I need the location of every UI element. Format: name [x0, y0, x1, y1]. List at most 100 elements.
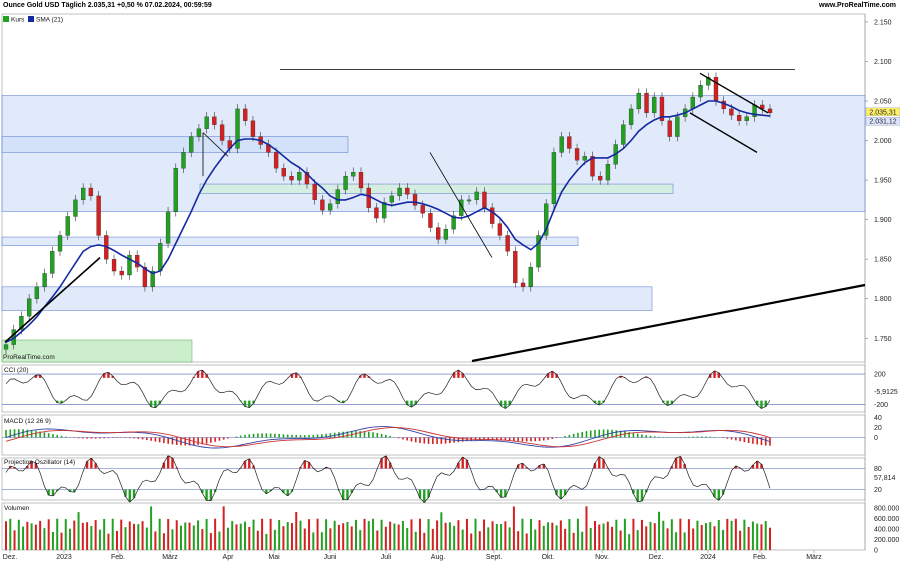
panel-frame-2: [1, 414, 866, 456]
osc-tick-label: 200: [874, 372, 886, 379]
candle-body: [374, 207, 379, 219]
candle-body: [713, 77, 719, 102]
candle-body: [273, 152, 279, 169]
candle-body: [451, 215, 456, 230]
candle-body: [19, 315, 24, 330]
x-axis-label: Feb.: [753, 554, 767, 561]
candle-body: [636, 92, 641, 110]
candle-body: [165, 211, 171, 244]
candle-body: [428, 213, 433, 228]
candle-body: [551, 152, 557, 204]
candle-body: [304, 172, 310, 185]
legend-volume: Volumen: [4, 505, 30, 512]
candle-body: [729, 108, 734, 116]
zone-main: [1, 95, 866, 212]
candle-body: [675, 116, 680, 137]
x-axis-label: Juli: [381, 554, 392, 561]
long-trend-line: [471, 283, 866, 363]
zone-upper-left: [1, 136, 349, 153]
candle-body: [736, 115, 742, 121]
price-tick-label: 2.100: [874, 59, 892, 66]
candle-body: [312, 183, 317, 201]
candle-body: [150, 270, 155, 288]
volume-tick-label: 400.000: [874, 527, 899, 534]
macd-tick-label: 0: [874, 435, 878, 442]
x-axis-label: Apr: [223, 554, 235, 561]
candle-body: [659, 96, 665, 121]
watermark: ProRealTime.com: [3, 354, 55, 361]
price-tick-label: 2.150: [874, 19, 892, 26]
osc-tick-label: 80: [874, 466, 882, 473]
candle-body: [443, 228, 449, 240]
x-axis-label: März: [806, 554, 822, 561]
candle-body: [27, 298, 32, 317]
price-tick-label: 1.750: [874, 336, 892, 343]
candle-body: [389, 195, 395, 203]
candle-body: [181, 152, 186, 169]
candle-body: [397, 187, 402, 197]
candle-body: [436, 227, 441, 240]
candle-body: [574, 148, 580, 161]
candle-body: [706, 77, 711, 86]
candle-body: [628, 108, 634, 125]
candle-body: [189, 136, 194, 153]
sma-value-box: [865, 116, 900, 126]
candle-body: [605, 164, 611, 181]
candle-body: [744, 116, 749, 121]
candle-body: [366, 187, 371, 208]
candle-body: [482, 191, 487, 208]
chart-header: Ounce Gold USD Täglich 2.035,31 +0,50 % …: [0, 0, 900, 12]
candle-body: [567, 136, 572, 149]
projection-last-value: 57,814: [874, 475, 896, 482]
price-tick-label: 1.900: [874, 217, 892, 224]
candle-body: [474, 191, 479, 201]
legend-sma: SMA (21): [36, 17, 63, 24]
panel-frame-1: [1, 364, 866, 413]
candle-body: [412, 194, 418, 206]
sma-value-label: 2.031,12: [869, 119, 896, 126]
candle-body: [73, 199, 78, 217]
panel-frame-3: [1, 457, 866, 501]
legend-kurs: Kurs: [11, 17, 25, 24]
candle-body: [50, 251, 55, 274]
candle-body: [343, 175, 348, 190]
candle-body: [405, 187, 410, 195]
legend-sma-swatch: [28, 16, 34, 22]
candle-body: [544, 203, 549, 236]
x-axis-label: 2024: [700, 554, 716, 561]
price-tick-label: 1.800: [874, 296, 892, 303]
channel-top-line: [699, 72, 769, 114]
candle-body: [466, 199, 472, 202]
candle-body: [327, 203, 333, 211]
osc-tick-label: 20: [874, 487, 882, 494]
candle-body: [335, 189, 340, 204]
candle-body: [536, 235, 541, 268]
candle-body: [173, 168, 178, 212]
candle-body: [598, 175, 603, 181]
zone-green-bottom: [1, 339, 193, 363]
price-tick-label: 1.950: [874, 178, 892, 185]
volume-tick-label: 0: [874, 548, 878, 555]
candle-body: [644, 92, 649, 114]
candle-body: [582, 156, 587, 161]
x-axis-label: März: [162, 554, 178, 561]
candle-body: [690, 96, 695, 110]
candle-body: [88, 187, 94, 197]
candle-body: [250, 120, 256, 137]
x-axis-label: Dez.: [3, 554, 17, 561]
x-axis-label: Okt.: [542, 554, 555, 561]
candle-body: [513, 251, 518, 284]
candle-body: [490, 207, 495, 224]
candle-body: [297, 172, 302, 181]
candle-body: [158, 243, 163, 272]
candle-body: [767, 108, 773, 114]
candle-body: [135, 255, 140, 268]
x-axis-label: 2023: [56, 554, 72, 561]
candle-body: [204, 116, 209, 129]
down-trend-line: [429, 152, 493, 258]
x-axis-label: Aug.: [431, 554, 445, 561]
candle-body: [520, 282, 526, 288]
x-axis-label: Feb.: [111, 554, 125, 561]
candle-body: [420, 205, 425, 214]
candle-body: [119, 270, 124, 276]
